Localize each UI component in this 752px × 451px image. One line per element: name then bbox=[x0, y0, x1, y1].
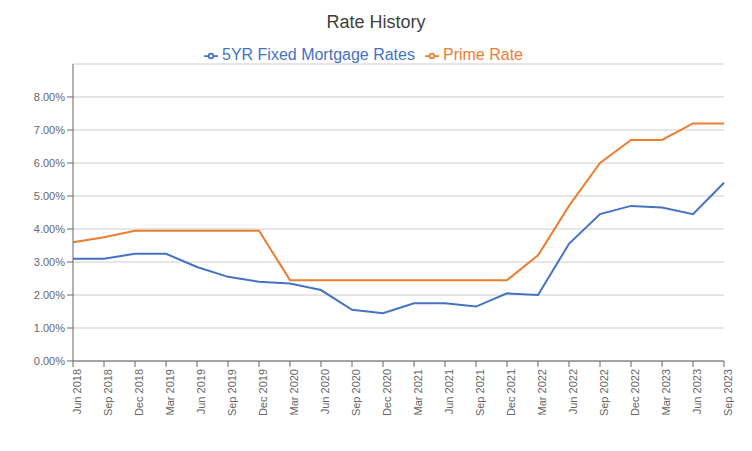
svg-text:6.00%: 6.00% bbox=[34, 157, 65, 169]
svg-text:Jun 2018: Jun 2018 bbox=[71, 369, 83, 414]
svg-text:Dec 2021: Dec 2021 bbox=[505, 369, 517, 416]
svg-text:Sep 2023: Sep 2023 bbox=[722, 369, 734, 416]
svg-text:Sep 2019: Sep 2019 bbox=[226, 369, 238, 416]
svg-text:Jun 2019: Jun 2019 bbox=[195, 369, 207, 414]
svg-text:Mar 2021: Mar 2021 bbox=[412, 369, 424, 415]
svg-text:Jun 2021: Jun 2021 bbox=[443, 369, 455, 414]
svg-text:2.00%: 2.00% bbox=[34, 289, 65, 301]
svg-text:4.00%: 4.00% bbox=[34, 223, 65, 235]
svg-text:Sep 2018: Sep 2018 bbox=[102, 369, 114, 416]
svg-text:Sep 2022: Sep 2022 bbox=[598, 369, 610, 416]
svg-text:Dec 2019: Dec 2019 bbox=[257, 369, 269, 416]
svg-text:0.00%: 0.00% bbox=[34, 355, 65, 367]
svg-text:Mar 2019: Mar 2019 bbox=[164, 369, 176, 415]
svg-text:Dec 2022: Dec 2022 bbox=[629, 369, 641, 416]
svg-text:Jun 2022: Jun 2022 bbox=[567, 369, 579, 414]
svg-text:7.00%: 7.00% bbox=[34, 124, 65, 136]
svg-text:8.00%: 8.00% bbox=[34, 91, 65, 103]
html-text:5YR Fixed Mortgage Rates: 5YR Fixed Mortgage Rates bbox=[222, 46, 415, 63]
svg-text:Dec 2020: Dec 2020 bbox=[381, 369, 393, 416]
svg-text:1.00%: 1.00% bbox=[34, 322, 65, 334]
svg-text:Dec 2018: Dec 2018 bbox=[133, 369, 145, 416]
svg-text:3.00%: 3.00% bbox=[34, 256, 65, 268]
svg-text:Mar 2022: Mar 2022 bbox=[536, 369, 548, 415]
svg-text:Sep 2021: Sep 2021 bbox=[474, 369, 486, 416]
html-text:Rate History: Rate History bbox=[326, 12, 426, 32]
svg-text:Jun 2023: Jun 2023 bbox=[691, 369, 703, 414]
svg-text:Mar 2020: Mar 2020 bbox=[288, 369, 300, 415]
svg-text:Jun 2020: Jun 2020 bbox=[319, 369, 331, 414]
svg-text:5.00%: 5.00% bbox=[34, 190, 65, 202]
html-text:Prime Rate: Prime Rate bbox=[443, 46, 523, 63]
svg-text:Mar 2023: Mar 2023 bbox=[660, 369, 672, 415]
svg-text:Sep 2020: Sep 2020 bbox=[350, 369, 362, 416]
